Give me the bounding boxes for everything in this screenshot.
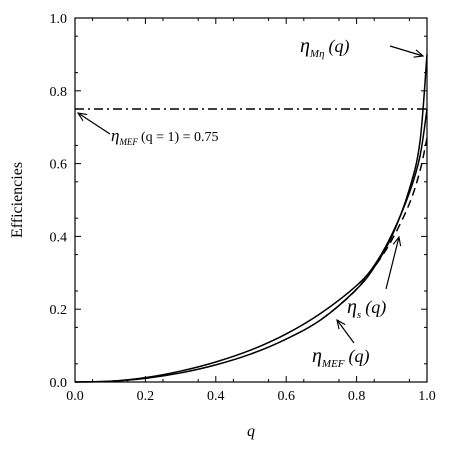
- plot-frame: [74, 17, 428, 383]
- y-tick-label: 0.0: [50, 376, 68, 391]
- annotation-mef: ηMEF (q): [312, 320, 370, 370]
- label-s-tail: (q): [365, 297, 386, 318]
- x-axis-title: q: [247, 423, 255, 440]
- label-m-eta: ηMη (q): [300, 35, 350, 60]
- label-m-eta-sub: Mη: [309, 48, 325, 60]
- label-mef: ηMEF (q): [312, 345, 370, 370]
- label-mef-q1-tail: (q = 1) = 0.75: [141, 130, 219, 145]
- annotation-s: ηs (q): [347, 237, 399, 321]
- label-s-main: η: [347, 296, 357, 318]
- arrow-mef-q1: [78, 113, 111, 135]
- annotation-m-eta: ηMη (q): [300, 35, 423, 60]
- y-tick-labels: 0.0 0.2 0.4 0.6 0.8 1.0: [50, 12, 68, 391]
- x-tick-label: 0.0: [66, 389, 84, 404]
- x-tick-label: 0.4: [207, 389, 225, 404]
- label-m-eta-tail: (q): [329, 36, 350, 57]
- y-tick-label: 0.6: [50, 158, 68, 173]
- arrow-mef: [337, 320, 355, 344]
- y-axis-title: Efficiencies: [9, 162, 26, 238]
- x-tick-label: 0.6: [277, 389, 295, 404]
- arrow-m-eta: [389, 45, 423, 56]
- x-tick-label: 1.0: [418, 389, 436, 404]
- axis-ticks: [74, 17, 428, 383]
- y-tick-label: 1.0: [50, 12, 68, 27]
- label-s-sub: s: [357, 309, 361, 321]
- label-mef-q1-main: η: [111, 126, 119, 145]
- x-tick-label: 0.8: [348, 389, 366, 404]
- arrow-s: [385, 237, 399, 290]
- label-mef-sub: MEF: [321, 358, 345, 370]
- label-m-eta-main: η: [300, 35, 310, 57]
- y-tick-label: 0.8: [50, 85, 68, 100]
- series-line-mef: [74, 108, 428, 383]
- annotation-mef-q1: ηMEF (q = 1) = 0.75: [78, 113, 219, 147]
- label-mef-tail: (q): [349, 346, 370, 367]
- y-tick-label: 0.4: [50, 230, 68, 245]
- x-tick-label: 0.2: [137, 389, 155, 404]
- series-line-m-eta: [74, 54, 428, 383]
- x-tick-labels: 0.0 0.2 0.4 0.6 0.8 1.0: [66, 389, 436, 404]
- y-tick-label: 0.2: [50, 303, 68, 318]
- series-line-s: [320, 137, 428, 320]
- label-mef-q1-sub: MEF: [118, 137, 138, 147]
- label-mef-q1: ηMEF (q = 1) = 0.75: [111, 126, 219, 147]
- label-mef-main: η: [312, 345, 322, 367]
- series-layer: [74, 54, 428, 383]
- label-s: ηs (q): [347, 296, 386, 321]
